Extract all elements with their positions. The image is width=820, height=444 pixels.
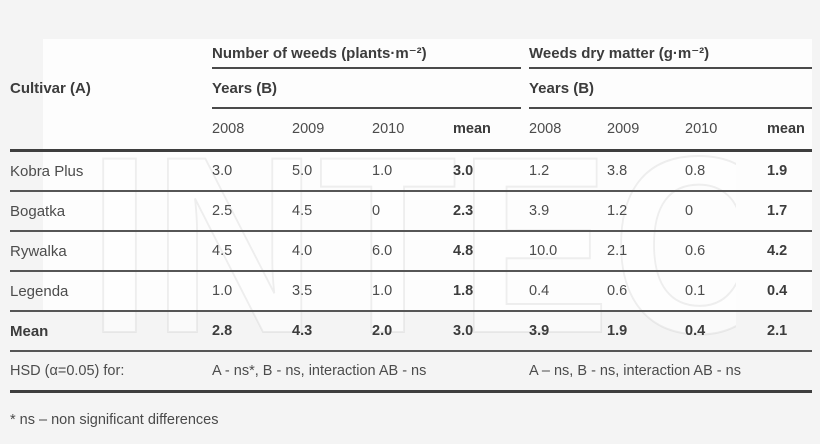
value-cell: 10.0 — [529, 243, 558, 259]
value-cell: 1.0 — [372, 283, 393, 299]
value-cell: 3.0 — [212, 163, 233, 179]
rule-segment-left — [212, 107, 521, 109]
value-cell: 3.8 — [607, 163, 628, 179]
mean-value-cell: 0.4 — [767, 283, 788, 299]
rule-segment-right — [529, 107, 812, 109]
value-cell: 0 — [372, 203, 381, 219]
value-cell: 1.0 — [372, 163, 393, 179]
mean-value-cell: 4.3 — [292, 323, 313, 339]
value-cell: 4.5 — [292, 203, 313, 219]
col-header-dry-mean: mean — [767, 121, 805, 137]
table-row-bogatka: Bogatka 2.5 4.5 0 2.3 3.9 1.2 0 1.7 — [10, 192, 812, 232]
value-cell: 1.2 — [529, 163, 550, 179]
thick-rule-top — [10, 149, 812, 152]
value-cell: 0.4 — [529, 283, 550, 299]
years-b-row: Cultivar (A) Years (B) Years (B) — [10, 69, 812, 107]
mean-value-cell: 0.4 — [685, 323, 706, 339]
mean-value-cell: 1.9 — [767, 163, 788, 179]
mean-value-cell: 1.8 — [453, 283, 474, 299]
mean-value-cell: 2.1 — [767, 323, 788, 339]
value-cell: 1.2 — [607, 203, 628, 219]
col-header-weeds-2008: 2008 — [212, 121, 245, 137]
col-header-weeds-mean: mean — [453, 121, 491, 137]
years-b-label-right: Years (B) — [529, 79, 595, 97]
hsd-row: HSD (α=0.05) for: A - ns*, B - ns, inter… — [10, 352, 812, 393]
col-header-dry-2008: 2008 — [529, 121, 562, 137]
mean-value-cell: 4.8 — [453, 243, 474, 259]
value-cell: 0.6 — [685, 243, 706, 259]
hsd-result-dry-matter: A – ns, B - ns, interaction AB - ns — [529, 363, 741, 379]
footnote: * ns – non significant differences — [10, 412, 219, 428]
table-row-kobra-plus: Kobra Plus 3.0 5.0 1.0 3.0 1.2 3.8 0.8 1… — [10, 152, 812, 192]
cultivar-name: Bogatka — [10, 202, 66, 220]
value-cell: 0 — [685, 203, 694, 219]
group-header-number-of-weeds: Number of weeds (plants·m⁻²) — [212, 45, 427, 62]
hsd-label: HSD (α=0.05) for: — [10, 363, 125, 379]
value-cell: 0.8 — [685, 163, 706, 179]
mean-value-cell: 2.8 — [212, 323, 233, 339]
col-header-dry-2009: 2009 — [607, 121, 640, 137]
mean-value-cell: 3.9 — [529, 323, 550, 339]
rule-under-years-b — [10, 107, 812, 109]
year-columns-row: 2008 2009 2010 mean 2008 2009 2010 mean — [10, 109, 812, 149]
col-header-weeds-2010: 2010 — [372, 121, 405, 137]
rule-segment-right — [529, 67, 812, 69]
value-cell: 0.1 — [685, 283, 706, 299]
cultivar-name: Legenda — [10, 282, 69, 300]
rule-under-group-headers — [10, 67, 812, 69]
value-cell: 3.5 — [292, 283, 313, 299]
mean-value-cell: 2.0 — [372, 323, 393, 339]
hsd-result-weeds: A - ns*, B - ns, interaction AB - ns — [212, 363, 427, 379]
table-row-legenda: Legenda 1.0 3.5 1.0 1.8 0.4 0.6 0.1 0.4 — [10, 272, 812, 312]
col-header-dry-2010: 2010 — [685, 121, 718, 137]
table-row-rywalka: Rywalka 4.5 4.0 6.0 4.8 10.0 2.1 0.6 4.2 — [10, 232, 812, 272]
value-cell: 5.0 — [292, 163, 313, 179]
col-header-weeds-2009: 2009 — [292, 121, 325, 137]
cultivar-name: Kobra Plus — [10, 162, 84, 180]
value-cell: 3.9 — [529, 203, 550, 219]
cultivar-name: Rywalka — [10, 242, 67, 260]
rule-segment-left — [212, 67, 521, 69]
value-cell: 2.1 — [607, 243, 628, 259]
years-b-label-left: Years (B) — [212, 79, 278, 97]
mean-value-cell: 1.9 — [607, 323, 628, 339]
figure-background — [43, 39, 812, 312]
value-cell: 4.5 — [212, 243, 233, 259]
mean-row-label: Mean — [10, 322, 49, 340]
value-cell: 1.0 — [212, 283, 233, 299]
results-table: Number of weeds (plants·m⁻²) Weeds dry m… — [10, 39, 812, 393]
value-cell: 2.5 — [212, 203, 233, 219]
mean-value-cell: 4.2 — [767, 243, 788, 259]
group-header-row: Number of weeds (plants·m⁻²) Weeds dry m… — [10, 39, 812, 67]
mean-value-cell: 2.3 — [453, 203, 474, 219]
group-header-weeds-dry-matter: Weeds dry matter (g·m⁻²) — [529, 45, 710, 62]
table-row-mean: Mean 2.8 4.3 2.0 3.0 3.9 1.9 0.4 2.1 — [10, 312, 812, 352]
value-cell: 4.0 — [292, 243, 313, 259]
value-cell: 0.6 — [607, 283, 628, 299]
cultivar-a-header: Cultivar (A) — [10, 79, 91, 97]
mean-value-cell: 3.0 — [453, 323, 474, 339]
mean-value-cell: 1.7 — [767, 203, 788, 219]
mean-value-cell: 3.0 — [453, 163, 474, 179]
value-cell: 6.0 — [372, 243, 393, 259]
